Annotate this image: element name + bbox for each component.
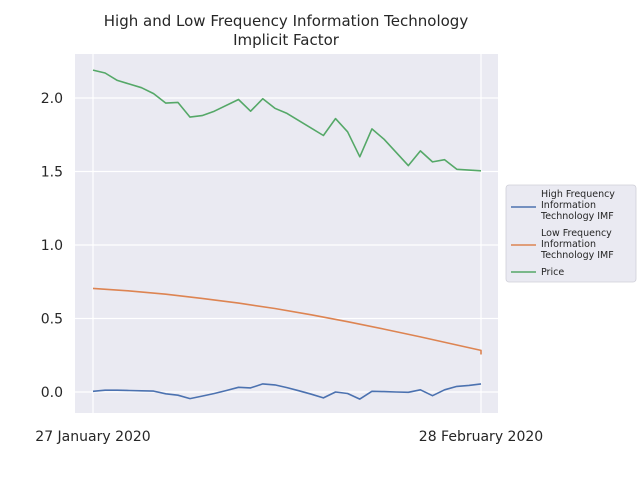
y-tick-label: 2.0 <box>41 91 63 107</box>
legend-box <box>505 184 637 283</box>
y-tick-label: 1.0 <box>41 238 63 254</box>
y-tick-label: 1.5 <box>41 165 63 181</box>
legend-label-2: Technology IMF <box>540 250 614 261</box>
x-tick-label: 28 February 2020 <box>419 429 543 445</box>
legend-label-1: Technology IMF <box>540 211 614 222</box>
y-tick-label: 0.5 <box>41 312 63 328</box>
legend-label-2: Information <box>541 239 596 250</box>
series-line-2 <box>92 287 482 355</box>
chart-title-line-2: Implicit Factor <box>233 31 340 49</box>
x-tick-label: 27 January 2020 <box>35 429 150 445</box>
legend-label-2: Low Frequency <box>541 228 612 239</box>
legend-label-1: Information <box>541 200 596 211</box>
series-line-1 <box>92 383 482 400</box>
series-line-3 <box>92 69 482 172</box>
legend-label-1: High Frequency <box>541 189 615 200</box>
plot-area <box>75 54 498 413</box>
legend-label-3: Price <box>541 267 564 278</box>
y-tick-label: 0.0 <box>41 385 63 401</box>
chart-title-line-1: High and Low Frequency Information Techn… <box>104 12 469 30</box>
